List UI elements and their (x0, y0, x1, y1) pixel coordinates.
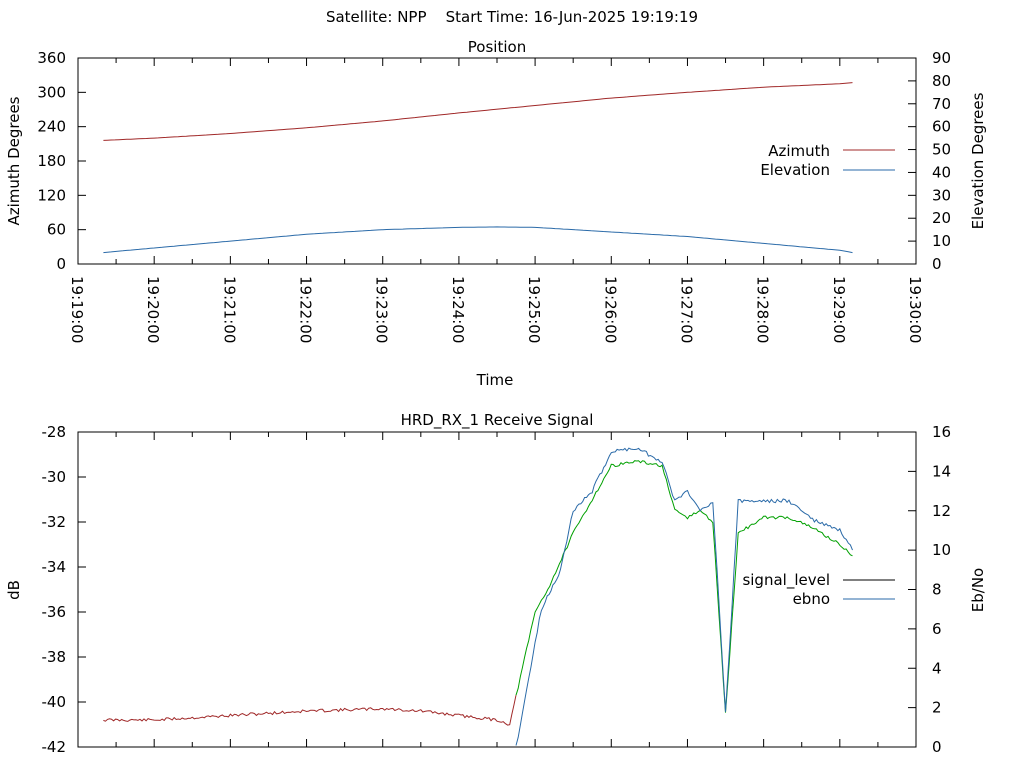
position-y-axis-label: Azimuth Degrees (5, 96, 23, 225)
position-x-axis-label: Time (476, 371, 514, 389)
y2-tick-label: 12 (932, 502, 951, 520)
position-chart: Position 0 60 120 180 240 300 360 0 10 20 30 40 50 6… (5, 38, 987, 389)
signal-legend: signal_level ebno (742, 571, 895, 608)
signal-right-axis: 0 2 4 6 8 10 12 14 16 (908, 423, 951, 756)
position-chart-title: Position (468, 38, 526, 56)
y-tick-label: -36 (42, 603, 67, 621)
y-tick-label: 360 (37, 49, 66, 67)
y2-tick-label: 90 (932, 49, 951, 67)
series-line-signal-level-seg1 (515, 460, 853, 713)
signal-plot-frame (77, 431, 917, 748)
signal-y-axis-label: dB (5, 580, 23, 600)
y-tick-label: -32 (42, 513, 67, 531)
series-line-ebno (515, 447, 853, 746)
y-tick-label: -40 (42, 693, 67, 711)
y-tick-label: -42 (42, 738, 67, 756)
y2-tick-label: 0 (932, 738, 942, 756)
signal-chart-title: HRD_RX_1 Receive Signal (401, 411, 594, 430)
signal-x-axis (77, 432, 917, 747)
y-tick-label: 60 (47, 221, 66, 239)
position-legend: Azimuth Elevation (760, 142, 895, 179)
legend-label-azimuth: Azimuth (768, 142, 830, 160)
y2-tick-label: 70 (932, 95, 951, 113)
y-tick-label: -34 (42, 558, 67, 576)
figure-title: Satellite: NPP Start Time: 16-Jun-2025 1… (326, 8, 698, 26)
y-tick-label: -30 (42, 468, 67, 486)
x-tick-label: 19:19:00 (68, 276, 86, 343)
x-tick-label: 19:20:00 (144, 276, 162, 343)
position-right-axis: 0 10 20 30 40 50 60 70 80 90 (908, 49, 951, 273)
x-tick-label: 19:24:00 (449, 276, 467, 343)
x-tick-label: 19:26:00 (601, 276, 619, 343)
y2-tick-label: 10 (932, 541, 951, 559)
y-tick-label: 300 (37, 83, 66, 101)
y2-tick-label: 80 (932, 72, 951, 90)
position-left-axis: 0 60 120 180 240 300 360 (37, 49, 86, 273)
position-series (103, 82, 853, 254)
x-tick-label: 19:27:00 (677, 276, 695, 343)
legend-label-signal-level: signal_level (742, 571, 830, 590)
y2-tick-label: 2 (932, 699, 942, 717)
x-tick-label: 19:22:00 (297, 276, 315, 343)
y-tick-label: 240 (37, 118, 66, 136)
signal-series (103, 447, 853, 746)
x-tick-label: 19:23:00 (373, 276, 391, 343)
legend-label-elevation: Elevation (760, 161, 830, 179)
position-y2-axis-label: Elevation Degrees (969, 92, 987, 229)
y2-tick-label: 40 (932, 163, 951, 181)
y-tick-label: 180 (37, 152, 66, 170)
y-tick-label: -38 (42, 648, 67, 666)
x-tick-label: 19:21:00 (220, 276, 238, 343)
position-x-axis: 19:19:00 19:20:00 19:21:00 19:22:00 19:23:00… (68, 58, 924, 343)
x-tick-label: 19:28:00 (754, 276, 772, 343)
series-line-azimuth (103, 82, 853, 141)
y2-tick-label: 50 (932, 141, 951, 159)
y2-tick-label: 30 (932, 186, 951, 204)
legend-label-ebno: ebno (793, 590, 830, 608)
y-tick-label: -28 (42, 423, 67, 441)
series-line-signal-level-seg0 (103, 695, 517, 726)
y-tick-label: 120 (37, 186, 66, 204)
x-tick-label: 19:30:00 (906, 276, 924, 343)
y2-tick-label: 10 (932, 232, 951, 250)
signal-chart: HRD_RX_1 Receive Signal -28-30-32-34-36-… (5, 411, 987, 756)
y2-tick-label: 0 (932, 255, 942, 273)
y2-tick-label: 8 (932, 581, 942, 599)
y2-tick-label: 16 (932, 423, 951, 441)
y2-tick-label: 14 (932, 462, 951, 480)
y2-tick-label: 4 (932, 659, 942, 677)
y2-tick-label: 60 (932, 118, 951, 136)
series-line-elevation (103, 226, 853, 254)
x-tick-label: 19:29:00 (830, 276, 848, 343)
signal-left-axis: -28 -30 -32 -34 -36 -38 -40 -42 (42, 423, 86, 756)
y2-tick-label: 20 (932, 209, 951, 227)
y2-tick-label: 6 (932, 620, 942, 638)
signal-y2-axis-label: Eb/No (969, 568, 987, 612)
y-tick-label: 0 (56, 255, 66, 273)
x-tick-label: 19:25:00 (525, 276, 543, 343)
